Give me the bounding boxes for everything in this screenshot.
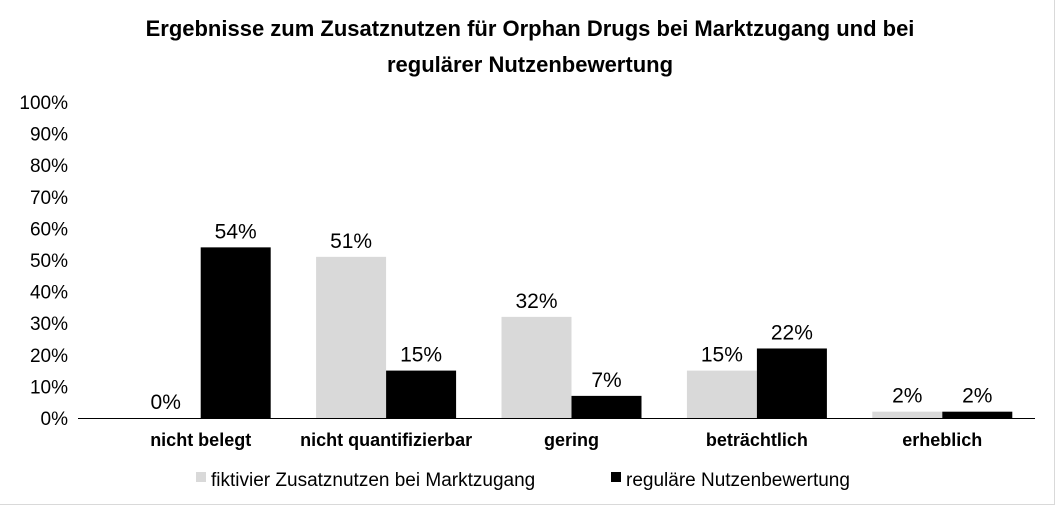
legend-label: reguläre Nutzenbewertung [626,470,850,491]
bar-labels: 0% 54% 51% 15% 32% 7% 15% 22% 2% 2% [151,220,993,414]
y-tick-label: 100% [19,93,68,114]
bars [200,247,1013,418]
category-label: nicht quantifizierbar [300,430,472,450]
category-label: beträchtlich [706,430,808,450]
data-label: 22% [771,321,813,344]
bar-marktzugang [316,256,387,418]
y-tick-label: 60% [30,219,68,240]
chart-title-line-2: regulärer Nutzenbewertung [387,52,673,77]
data-label: 2% [892,385,922,408]
legend-swatch [196,472,206,482]
bar-marktzugang [686,370,757,418]
y-tick-label: 20% [30,346,68,367]
bar-marktzugang [872,411,943,418]
x-axis: nicht belegt nicht quantifizierbar gering b… [150,430,982,450]
legend-label: fiktivier Zusatznutzen bei Marktzugang [211,470,535,491]
bar-nutzenbewertung [200,247,271,418]
bar-marktzugang [501,316,572,418]
y-tick-label: 80% [30,156,68,177]
y-tick-label: 0% [41,409,69,430]
legend: fiktivier Zusatznutzen bei Marktzugang re… [196,470,850,491]
bar-nutzenbewertung [386,370,457,418]
legend-swatch [611,472,621,482]
data-label: 2% [962,385,992,408]
data-label: 32% [515,290,557,313]
y-tick-label: 30% [30,314,68,335]
data-label: 51% [330,230,372,253]
category-label: nicht belegt [150,430,251,450]
bar-nutzenbewertung [942,411,1013,418]
bar-nutzenbewertung [571,395,642,418]
y-tick-label: 50% [30,251,68,272]
chart-title-line-1: Ergebnisse zum Zusatznutzen für Orphan D… [146,16,915,41]
y-tick-label: 10% [30,377,68,398]
y-tick-label: 90% [30,125,68,146]
data-label: 15% [400,344,442,367]
data-label: 54% [215,220,257,243]
data-label: 0% [151,391,181,414]
y-tick-label: 70% [30,188,68,209]
bar-nutzenbewertung [756,348,827,418]
data-label: 7% [591,369,621,392]
y-tick-label: 40% [30,283,68,304]
category-label: erheblich [902,430,982,450]
data-label: 15% [701,344,743,367]
category-label: gering [544,430,599,450]
y-axis: 0% 10% 20% 30% 40% 50% 60% 70% 80% 90% 100% [19,93,68,430]
